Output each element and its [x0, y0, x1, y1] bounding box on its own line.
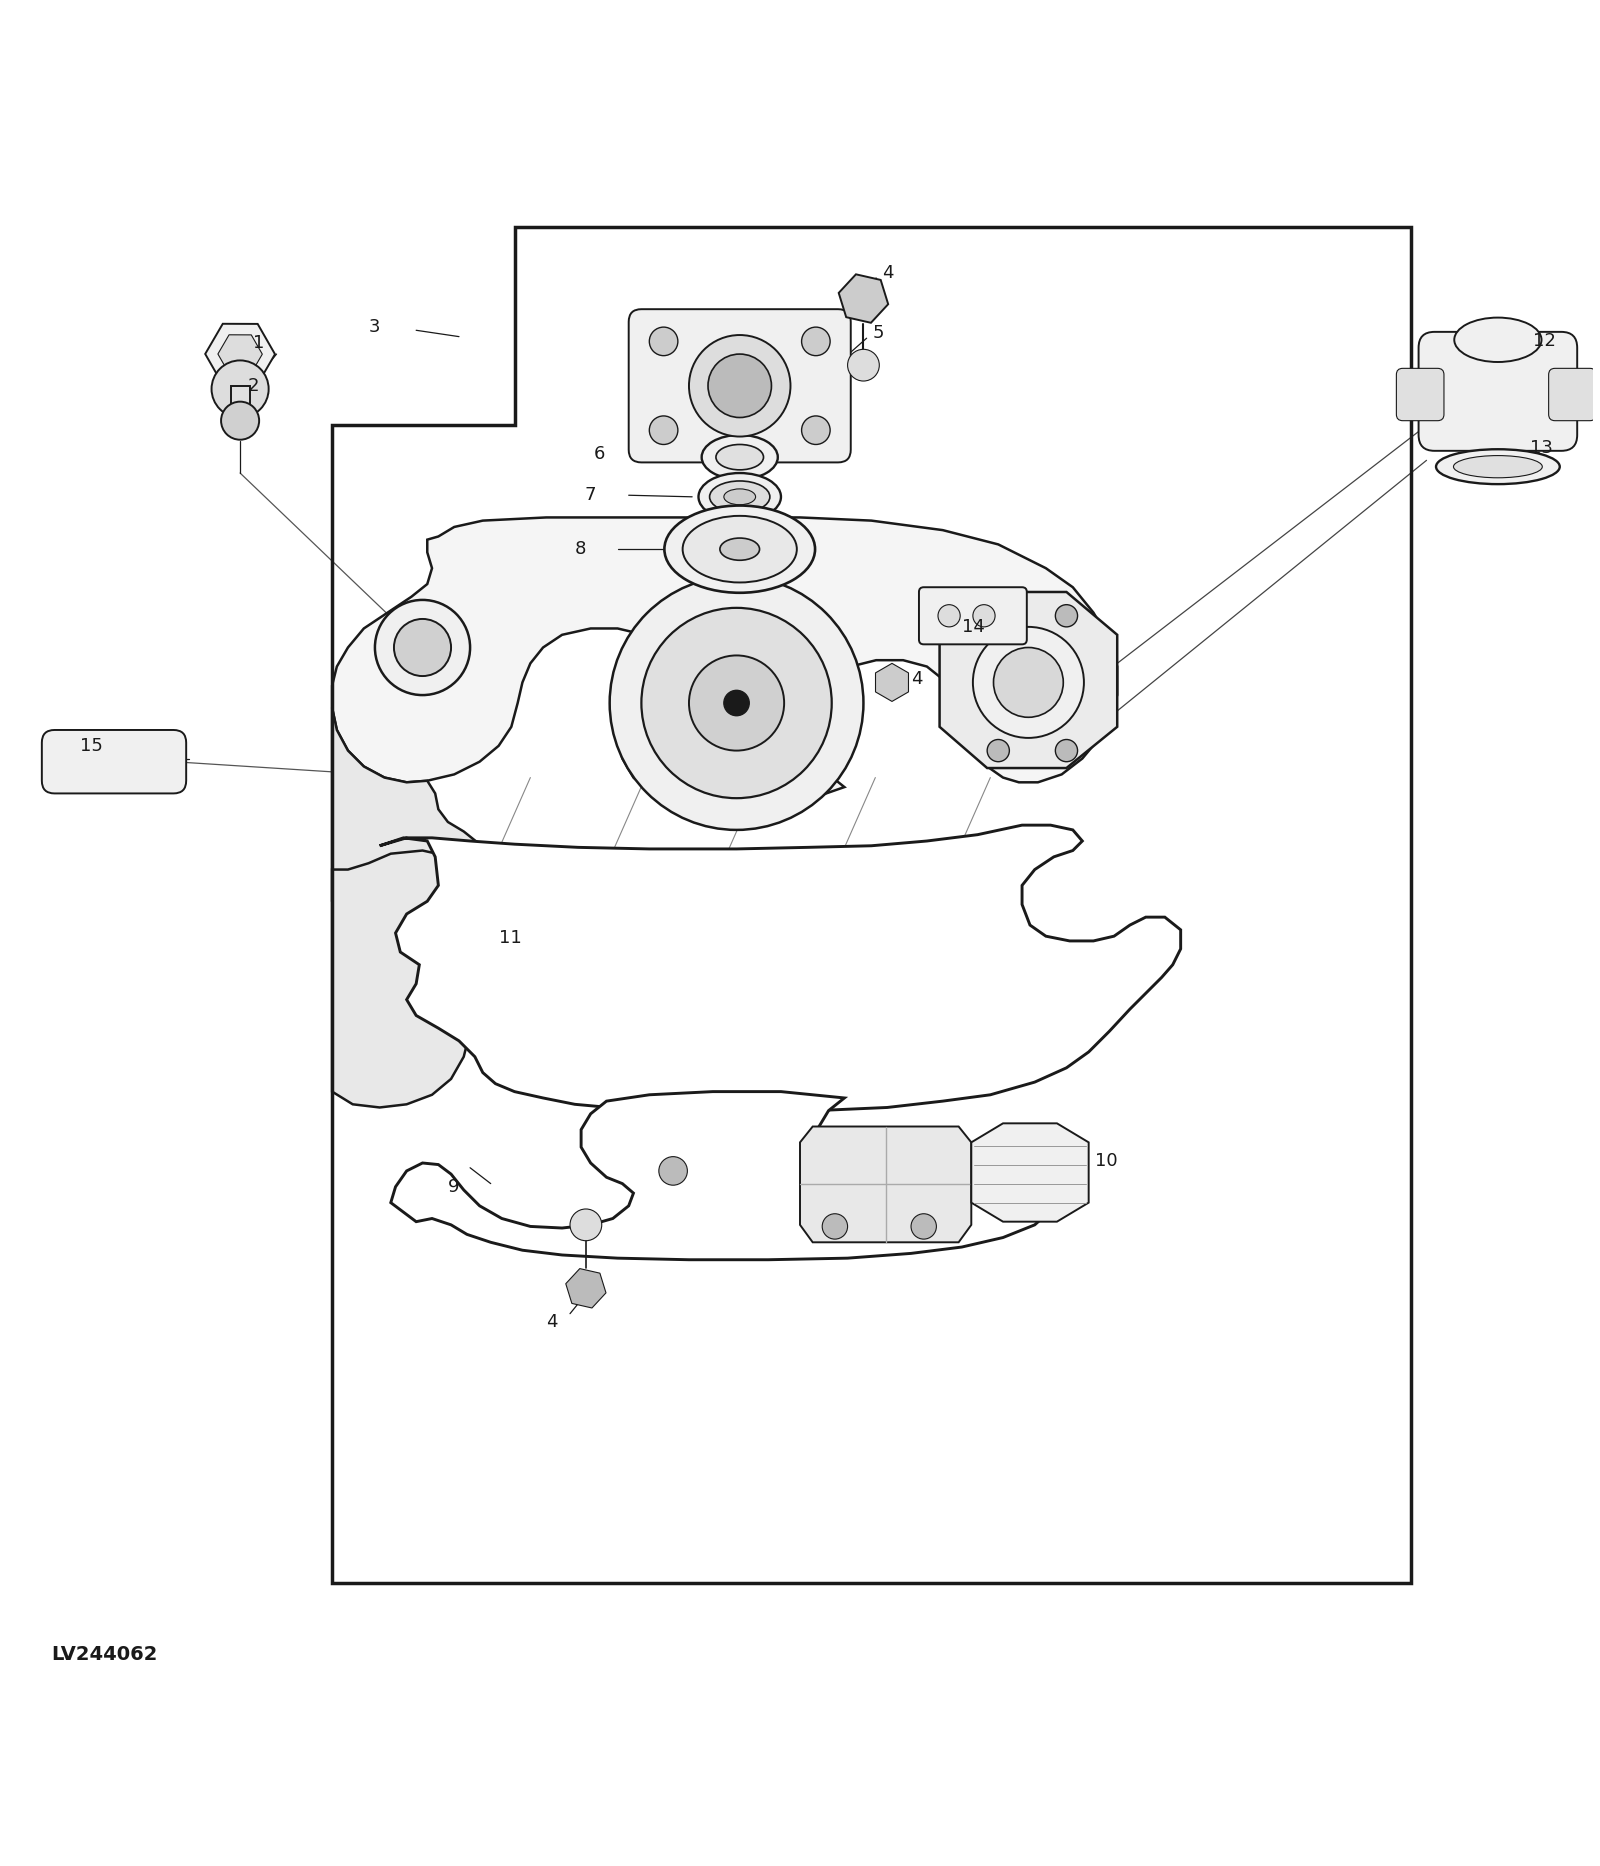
Ellipse shape — [1437, 450, 1560, 483]
Circle shape — [802, 416, 830, 444]
Ellipse shape — [720, 537, 760, 560]
Text: 1: 1 — [253, 334, 264, 353]
Text: 4: 4 — [546, 1312, 558, 1330]
Circle shape — [973, 627, 1083, 737]
Text: 12: 12 — [1533, 332, 1555, 351]
Circle shape — [690, 655, 784, 750]
Circle shape — [822, 1213, 848, 1239]
FancyBboxPatch shape — [918, 588, 1027, 644]
Circle shape — [690, 336, 790, 437]
Text: 7: 7 — [584, 487, 595, 504]
Circle shape — [394, 620, 451, 675]
Text: 2: 2 — [248, 377, 259, 396]
Text: 4: 4 — [883, 265, 894, 282]
Circle shape — [650, 416, 678, 444]
Text: 13: 13 — [1530, 439, 1552, 457]
Polygon shape — [333, 851, 486, 1108]
Text: 9: 9 — [448, 1177, 459, 1196]
Polygon shape — [642, 321, 838, 450]
Circle shape — [938, 605, 960, 627]
Circle shape — [650, 327, 678, 356]
Circle shape — [987, 739, 1010, 761]
Circle shape — [221, 401, 259, 440]
Text: 5: 5 — [874, 325, 885, 343]
Polygon shape — [390, 1092, 1054, 1260]
Polygon shape — [939, 592, 1117, 769]
Ellipse shape — [683, 515, 797, 582]
FancyBboxPatch shape — [1397, 368, 1443, 420]
Circle shape — [659, 1157, 688, 1185]
Circle shape — [802, 327, 830, 356]
Text: 4: 4 — [910, 670, 923, 689]
Circle shape — [610, 577, 864, 830]
Circle shape — [709, 355, 771, 418]
Circle shape — [910, 1213, 936, 1239]
Circle shape — [994, 648, 1064, 717]
Polygon shape — [971, 1123, 1088, 1222]
Text: 8: 8 — [574, 539, 586, 558]
FancyBboxPatch shape — [1549, 368, 1597, 420]
Circle shape — [1056, 739, 1077, 761]
Circle shape — [723, 690, 749, 717]
Polygon shape — [800, 1127, 971, 1243]
Text: 15: 15 — [80, 737, 102, 756]
Text: 6: 6 — [594, 444, 605, 463]
Circle shape — [374, 599, 470, 694]
Text: 14: 14 — [962, 618, 984, 636]
Ellipse shape — [664, 506, 814, 593]
Text: 10: 10 — [1094, 1153, 1118, 1170]
Ellipse shape — [702, 435, 778, 480]
FancyBboxPatch shape — [629, 310, 851, 463]
Polygon shape — [333, 707, 486, 933]
Ellipse shape — [715, 444, 763, 470]
Ellipse shape — [709, 481, 770, 513]
Ellipse shape — [723, 489, 755, 504]
Circle shape — [642, 608, 832, 799]
Polygon shape — [379, 825, 1181, 1112]
Circle shape — [987, 605, 1010, 627]
Circle shape — [973, 605, 995, 627]
Text: 11: 11 — [499, 929, 522, 946]
Circle shape — [570, 1209, 602, 1241]
Ellipse shape — [1453, 455, 1542, 478]
Polygon shape — [333, 517, 1117, 806]
Circle shape — [211, 360, 269, 418]
Text: LV244062: LV244062 — [51, 1646, 158, 1664]
FancyBboxPatch shape — [1419, 332, 1578, 452]
Ellipse shape — [1454, 317, 1541, 362]
Bar — [230, 386, 250, 420]
Circle shape — [848, 349, 880, 381]
Ellipse shape — [699, 472, 781, 521]
Circle shape — [1056, 605, 1077, 627]
FancyBboxPatch shape — [42, 730, 186, 793]
Text: 3: 3 — [368, 317, 381, 336]
